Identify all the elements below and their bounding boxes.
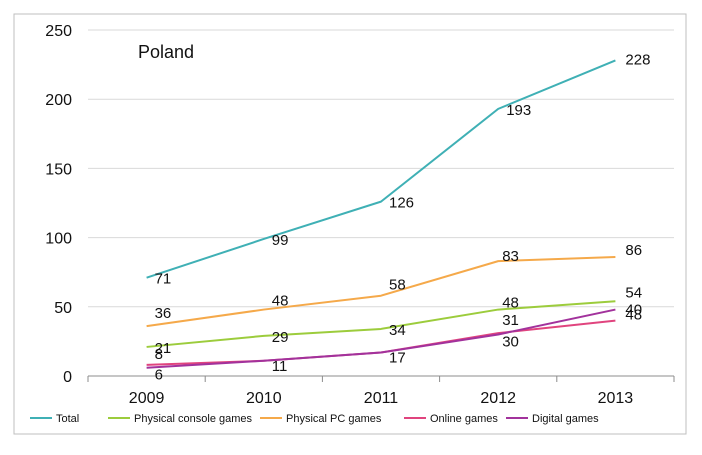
data-label: 48	[502, 295, 519, 312]
data-label: 54	[625, 284, 642, 301]
legend-label: Physical console games	[134, 413, 253, 425]
data-label: 11	[272, 358, 288, 375]
legend-label: Physical PC games	[286, 413, 382, 425]
series-line-0	[146, 59, 616, 279]
data-label: 86	[625, 242, 642, 259]
x-tick-label: 2010	[246, 390, 282, 407]
series-line-1	[146, 300, 616, 348]
series-line-2	[146, 255, 616, 328]
data-label: 6	[155, 367, 163, 384]
y-tick-label: 100	[45, 231, 72, 248]
data-label: 48	[625, 307, 642, 324]
data-label: 31	[502, 312, 519, 329]
data-label: 21	[155, 340, 172, 357]
data-label: 34	[389, 322, 406, 339]
y-tick-label: 0	[63, 369, 72, 386]
x-tick-label: 2013	[598, 390, 634, 407]
legend-label: Online games	[430, 413, 498, 425]
data-label: 17	[389, 349, 406, 366]
data-label: 228	[625, 51, 650, 68]
series-line-4	[146, 308, 616, 369]
data-label: 8	[155, 346, 163, 363]
y-tick-label: 200	[45, 92, 72, 109]
axes: 0 50 100 150 200 250 2009 2010 2011 2012 2013	[45, 23, 675, 407]
data-label: 58	[389, 277, 406, 294]
data-label: 99	[272, 232, 289, 249]
data-label: 36	[155, 305, 172, 322]
data-label: 126	[389, 195, 414, 212]
series-lines	[146, 59, 616, 369]
x-tick-label: 2012	[480, 390, 516, 407]
data-label: 71	[155, 271, 172, 288]
data-label: 29	[272, 329, 289, 346]
y-tick-label: 50	[54, 300, 72, 317]
chart-border	[13, 13, 687, 435]
legend-label: Total	[56, 413, 79, 425]
legend-label: Digital games	[532, 413, 599, 425]
gridlines	[88, 29, 674, 308]
chart-annotation: Poland	[138, 42, 194, 62]
legend: Total Physical console games Physical PC g…	[30, 413, 599, 425]
data-label: 40	[625, 302, 642, 319]
y-tick-label: 150	[45, 161, 72, 178]
x-tick-label: 2011	[364, 390, 399, 407]
data-labels: 71 99 126 193 228 21 29 34 48 54 36 48 58 83 86 8 11 17 31…	[155, 51, 651, 383]
data-label: 193	[506, 102, 531, 119]
y-tick-label: 250	[45, 23, 72, 40]
data-label: 30	[502, 333, 519, 350]
x-tick-label: 2009	[129, 390, 165, 407]
data-label: 83	[502, 248, 519, 265]
data-label: 48	[272, 293, 289, 310]
